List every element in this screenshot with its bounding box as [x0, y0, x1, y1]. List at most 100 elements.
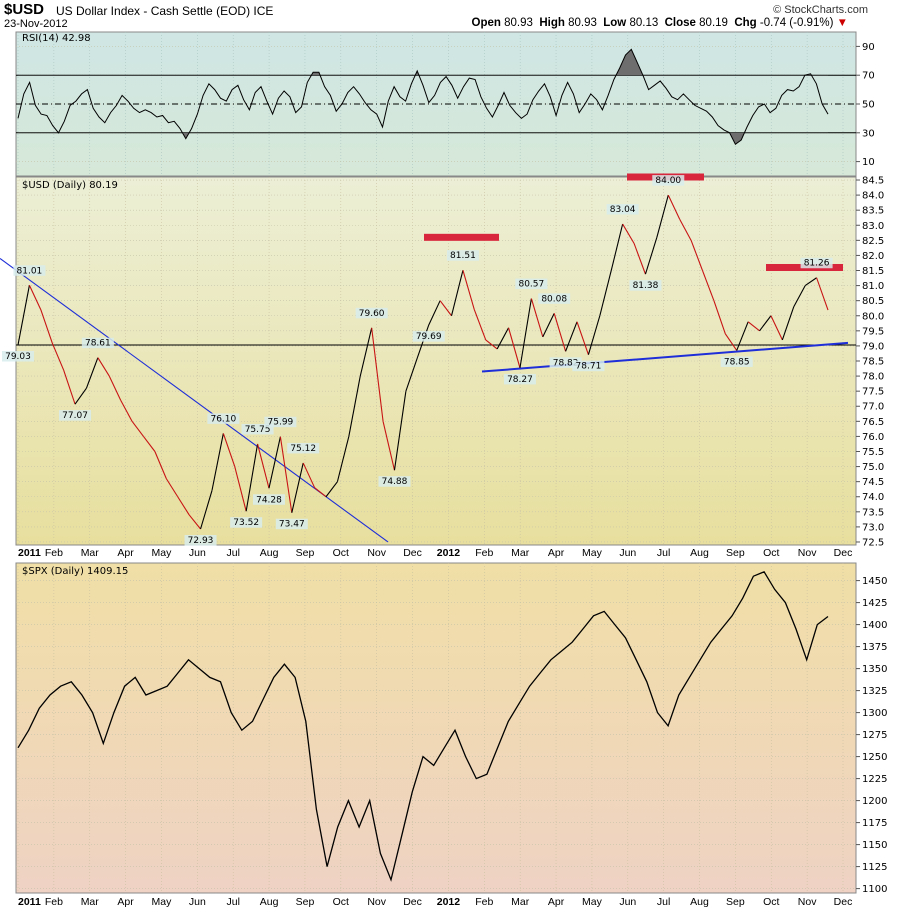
usd-line-segment	[108, 375, 122, 401]
y-tick-label: 74.0	[862, 492, 884, 503]
grid-lines	[16, 32, 856, 893]
price-label-bg	[287, 442, 320, 454]
usd-line-segment	[793, 285, 806, 307]
price-label: 81.38	[633, 281, 659, 291]
y-tick-label: 1375	[862, 642, 887, 653]
month-tick-label: 2011	[18, 547, 41, 559]
month-tick-label: Mar	[511, 896, 530, 908]
month-tick-label: Feb	[475, 547, 493, 559]
usd-line-segment	[542, 313, 555, 338]
usd-line-segment	[804, 277, 817, 287]
usd-panel-title: $USD (Daily) 80.19	[22, 180, 118, 191]
chart-date: 23-Nov-2012	[4, 18, 68, 30]
usd-line-segment	[120, 399, 133, 422]
usd-line-segment	[816, 277, 829, 311]
month-tick-label: Nov	[798, 547, 817, 559]
month-tick-label: Sep	[726, 896, 745, 908]
month-tick-label: Feb	[475, 896, 493, 908]
usd-line-segment	[279, 436, 293, 513]
usd-line-segment	[359, 327, 373, 377]
price-label: 73.52	[233, 518, 259, 528]
month-tick-label: Jun	[189, 896, 206, 908]
y-tick-label: 90	[862, 42, 875, 53]
price-label-bg	[538, 293, 571, 304]
y-tick-label: 1225	[862, 774, 887, 785]
usd-line-segment	[177, 496, 190, 516]
price-label-bg	[230, 517, 263, 528]
usd-line-segment	[462, 270, 475, 310]
y-tick-label: 74.5	[862, 477, 884, 488]
y-tick-label: 76.5	[862, 417, 884, 428]
y-tick-label: 1100	[862, 884, 887, 895]
usd-line-segment	[154, 451, 167, 479]
usd-line-segment	[656, 194, 669, 238]
y-tick-label: 73.5	[862, 507, 884, 518]
usd-line-segment	[17, 285, 30, 346]
usd-line-segment	[485, 339, 498, 350]
usd-line-segment	[736, 321, 749, 351]
low-value: 80.13	[629, 17, 659, 29]
price-label-bg	[275, 518, 308, 530]
usd-line-segment	[496, 327, 510, 350]
usd-line-segment	[565, 321, 578, 352]
spx-panel	[15, 562, 857, 894]
y-tick-label: 1450	[862, 576, 887, 587]
down-arrow-icon: ▼	[836, 17, 848, 29]
month-tick-label: Mar	[81, 547, 100, 559]
price-label-bg	[652, 175, 685, 186]
spx-panel-title: $SPX (Daily) 1409.15	[22, 566, 128, 577]
y-tick-label: 84.5	[862, 176, 884, 187]
month-tick-label: Apr	[548, 896, 565, 908]
copyright-link[interactable]: © StockCharts.com	[773, 4, 868, 16]
price-label: 73.47	[279, 520, 305, 530]
quote-summary: Open 80.93 High 80.93 Low 80.13 Close 80…	[472, 17, 848, 29]
month-tick-label: Dec	[403, 547, 422, 559]
month-tick-label: Feb	[45, 896, 63, 908]
usd-line-segment	[51, 342, 65, 371]
spx-line	[17, 570, 829, 882]
y-tick-label: 73.0	[862, 522, 884, 533]
y-tick-label: 72.5	[862, 537, 884, 548]
usd-line-segment	[211, 433, 224, 491]
rsi-panel-title: RSI(14) 42.98	[22, 33, 91, 44]
usd-line-segment	[724, 333, 738, 351]
usd-line-segment	[393, 391, 407, 471]
usd-line-segment	[428, 300, 441, 326]
month-tick-label: Aug	[260, 896, 279, 908]
close-value: 80.19	[699, 17, 728, 29]
usd-line-segment	[165, 478, 179, 498]
y-tick-label: 75.0	[862, 462, 884, 473]
usd-line-segment	[781, 306, 795, 341]
y-tick-label: 1275	[862, 730, 887, 741]
month-tick-label: Jun	[619, 547, 636, 559]
month-tick-label: Jul	[226, 896, 239, 908]
month-tick-label: Sep	[296, 896, 315, 908]
close-label: Close	[664, 17, 696, 29]
usd-line-segment	[245, 443, 259, 512]
price-label: 78.61	[85, 339, 111, 349]
instrument-name: US Dollar Index - Cash Settle (EOD) ICE	[56, 4, 274, 18]
usd-line-segment	[473, 309, 487, 341]
month-tick-label: Oct	[333, 547, 349, 559]
price-label-bg	[264, 416, 297, 428]
y-tick-label: 83.5	[862, 206, 884, 217]
usd-line-segment	[325, 481, 338, 498]
month-tick-label: 2012	[437, 547, 461, 559]
y-tick-label: 1350	[862, 664, 887, 675]
usd-line-segment	[553, 313, 567, 352]
usd-line-segment	[622, 223, 635, 244]
y-tick-label: 82.5	[862, 236, 884, 247]
price-label: 78.27	[507, 375, 533, 385]
usd-line-segment	[222, 433, 236, 467]
usd-line-segment	[587, 315, 601, 355]
month-tick-label: May	[152, 896, 173, 908]
usd-line-segment	[747, 321, 760, 332]
month-tick-label: May	[582, 896, 603, 908]
usd-line-segment	[701, 270, 715, 301]
chart-header: $USD US Dollar Index - Cash Settle (EOD)…	[0, 0, 900, 34]
price-label: 79.03	[5, 352, 31, 362]
usd-line-segment	[450, 270, 464, 316]
price-label: 81.26	[804, 259, 830, 269]
y-tick-label: 81.5	[862, 266, 884, 277]
month-tick-label: Jun	[189, 547, 206, 559]
